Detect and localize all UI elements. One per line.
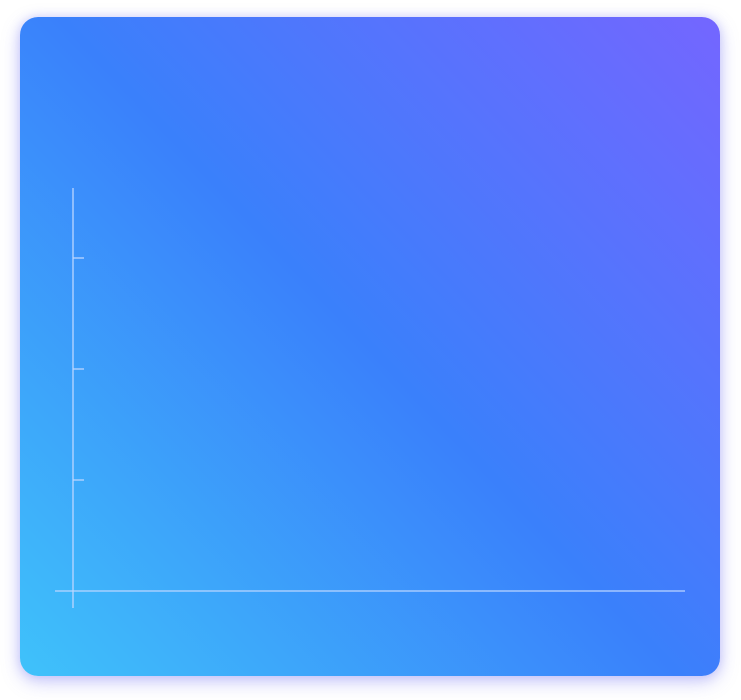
chart-plot-area <box>55 188 685 608</box>
card-gradient-background <box>20 17 720 676</box>
chart-card <box>20 17 720 676</box>
y-axis-ticks <box>73 257 84 481</box>
gradient-fill <box>20 17 720 676</box>
